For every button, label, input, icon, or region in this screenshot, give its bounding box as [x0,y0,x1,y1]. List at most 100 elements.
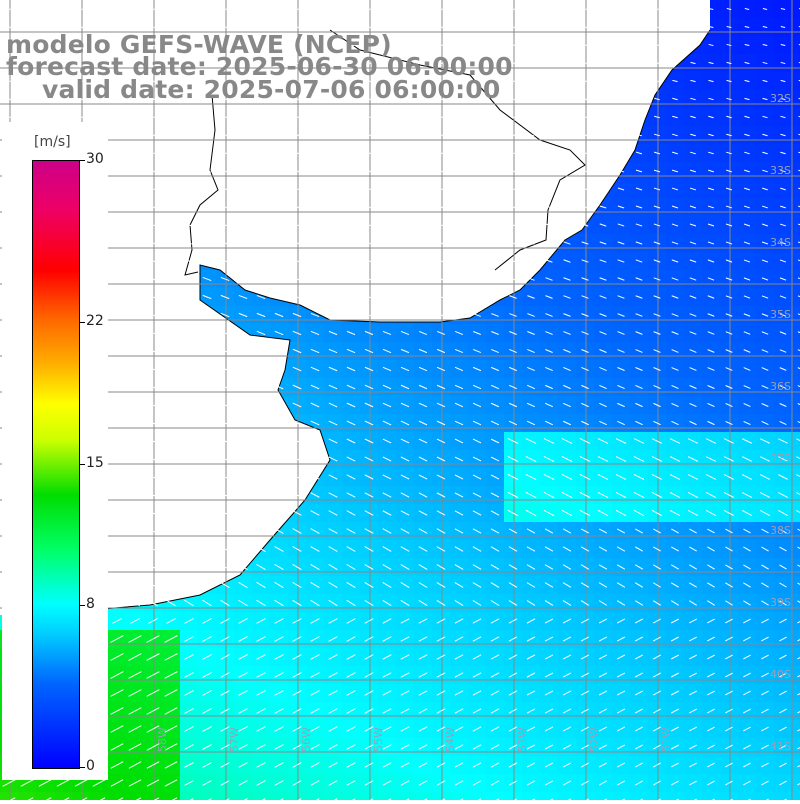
wind-arrow [762,26,768,28]
wind-arrow [599,259,607,263]
wind-arrow [382,564,392,570]
wind-arrow [653,277,661,281]
wind-cell [792,792,800,804]
wind-arrow [202,474,212,480]
wind-arrow [346,672,356,678]
wind-arrow [526,618,536,624]
lon-label: 57W [228,727,241,752]
wind-arrow [437,187,445,191]
wind-arrow [220,690,230,696]
wind-cell [792,450,800,468]
wind-arrow [724,456,734,462]
wind-arrow [401,205,409,209]
wind-arrow [130,169,140,173]
wind-arrow [58,79,68,83]
wind-arrow [311,187,319,191]
wind-arrow [545,277,553,281]
wind-arrow [292,384,302,390]
wind-arrow [526,402,536,408]
wind-arrow [112,384,122,390]
wind-arrow [364,599,374,607]
wind-arrow [112,133,122,137]
wind-cell [792,144,800,162]
wind-arrow [544,672,554,678]
wind-arrow [744,169,750,173]
wind-cell [306,792,324,804]
wind-arrow [149,43,157,47]
wind-arrow [418,690,428,696]
wind-arrow [310,366,320,372]
wind-arrow [653,331,661,335]
wind-arrow [383,169,391,173]
wind-arrow [456,7,462,11]
wind-arrow [780,205,786,209]
wind-arrow [615,438,627,444]
wind-arrow [798,223,800,226]
wind-arrow [671,367,679,371]
wind-arrow [779,672,787,678]
wind-arrow [220,654,230,660]
wind-cell [792,774,800,792]
wind-arrow [382,384,392,390]
wind-arrow [563,223,571,227]
wind-arrow [364,636,374,642]
wind-arrow [654,79,660,83]
colorbar-tickmark [79,605,85,607]
wind-arrow [310,528,320,534]
wind-arrow [510,7,516,11]
wind-arrow [472,546,482,552]
wind-arrow [437,223,445,227]
wind-cell [792,324,800,342]
wind-arrow [274,690,284,696]
wind-arrow [202,672,212,678]
wind-arrow [527,277,535,281]
wind-arrow [454,654,464,660]
lat-label: 34S [770,236,791,249]
wind-arrow [508,402,518,408]
wind-arrow [653,546,661,552]
wind-arrow [689,564,697,570]
wind-arrow [401,115,409,119]
wind-arrow [77,43,85,47]
wind-arrow [383,277,391,281]
wind-cell [792,558,800,576]
wind-arrow [615,509,627,517]
wind-arrow [725,367,733,371]
wind-arrow [58,97,68,101]
wind-arrow [707,277,715,281]
wind-arrow [238,223,248,227]
wind-arrow [364,690,374,696]
wind-arrow [562,618,572,624]
wind-arrow [220,726,230,732]
wind-arrow [436,582,446,588]
wind-arrow [202,420,212,426]
wind-arrow [707,708,715,714]
wind-cell [108,792,126,804]
wind-arrow [491,259,499,263]
wind-arrow [507,456,519,462]
wind-arrow [184,456,194,462]
wind-cell [432,792,450,804]
wind-arrow [274,366,284,372]
wind-cell [684,792,702,804]
wind-arrow [166,330,176,336]
wind-arrow [274,492,284,498]
wind-arrow [437,151,445,155]
wind-arrow [527,295,535,299]
wind-arrow [221,151,229,155]
wind-arrow [382,636,392,642]
wind-arrow [725,223,733,227]
wind-arrow [779,313,787,317]
wind-arrow [579,456,591,462]
wind-arrow [672,25,678,29]
wind-arrow [166,223,176,227]
wind-arrow [238,726,248,732]
wind-arrow [741,510,753,516]
wind-arrow [292,654,302,660]
wind-arrow [652,762,662,768]
wind-arrow [346,636,356,642]
wind-arrow [563,241,571,245]
wind-arrow [526,546,536,552]
wind-arrow [779,690,787,696]
wind-arrow [490,528,500,534]
